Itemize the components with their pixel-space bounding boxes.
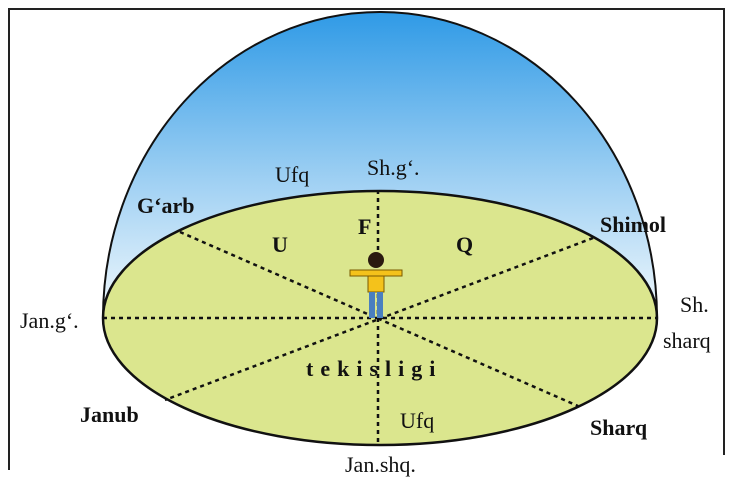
label: sharq <box>663 328 711 353</box>
label: U <box>272 232 288 257</box>
label: Jan.shq. <box>345 452 416 477</box>
label: Q <box>456 232 473 257</box>
label: Jan.g‘. <box>20 308 79 333</box>
diagram: Ufq Sh.g‘. G‘arb U F Q Shimol Jan.g‘. Sh… <box>0 0 733 479</box>
label: G‘arb <box>137 193 194 218</box>
label: Shimol <box>600 212 666 237</box>
label: F <box>358 214 371 239</box>
label: tekisligi <box>306 356 442 381</box>
label: Janub <box>80 402 139 427</box>
label: Ufq <box>275 162 309 187</box>
label: Sharq <box>590 415 648 440</box>
label: Ufq <box>400 408 434 433</box>
label: Sh.g‘. <box>367 155 420 180</box>
label: Sh. <box>680 292 709 317</box>
